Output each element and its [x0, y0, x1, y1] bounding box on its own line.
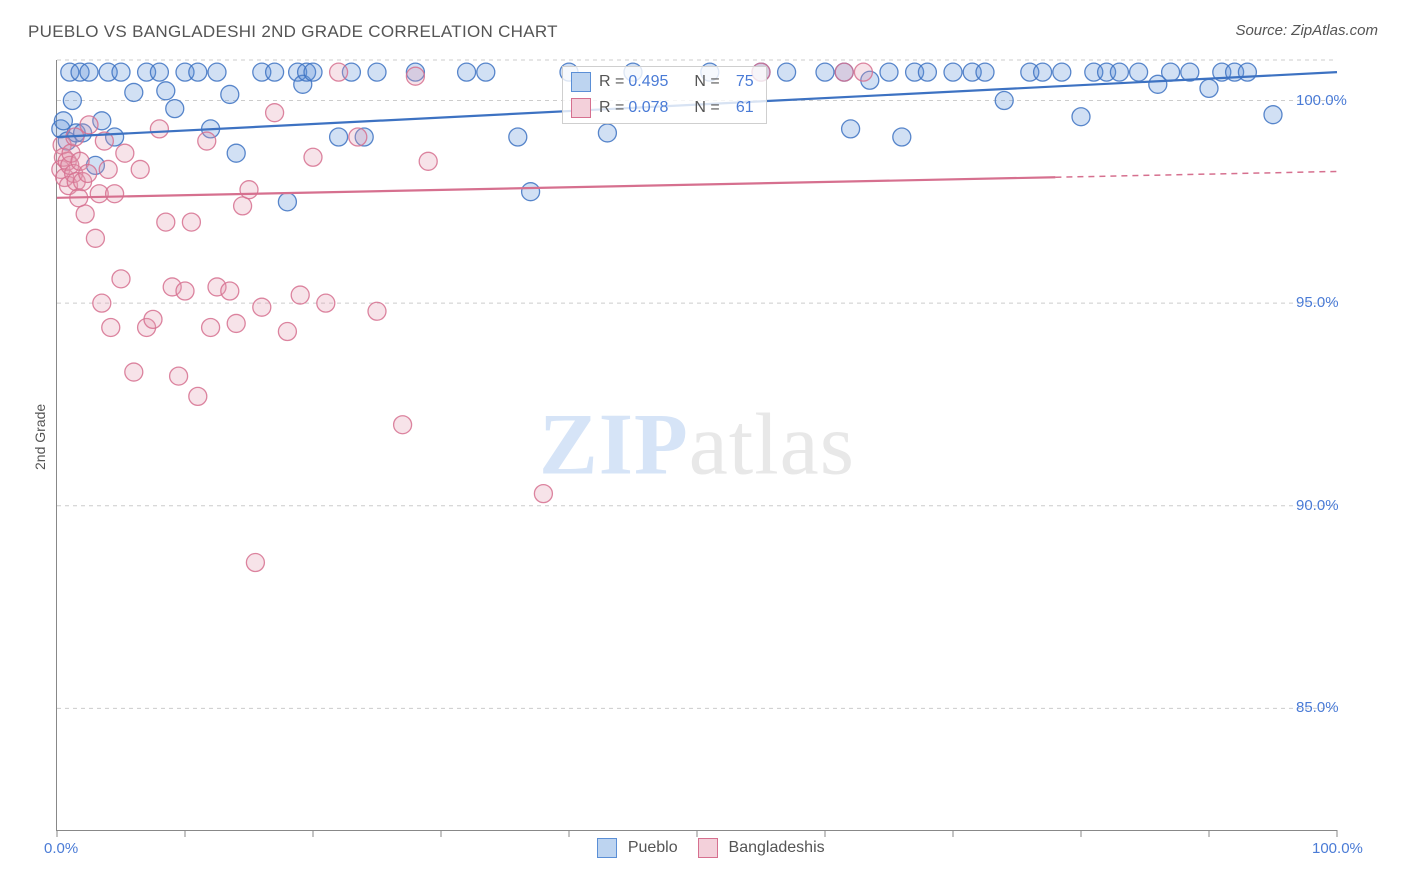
- y-tick-label: 95.0%: [1296, 294, 1339, 311]
- n-value-pueblo: 75: [724, 73, 754, 91]
- legend-label-pueblo: Pueblo: [628, 839, 678, 856]
- stats-row-pueblo: R = 0.495 N = 75: [567, 69, 762, 95]
- chart-plot-area: ZIPatlas: [56, 60, 1337, 831]
- swatch-bangladeshis-icon: [571, 98, 591, 118]
- n-label: N =: [694, 73, 719, 91]
- legend-label-bangladeshis: Bangladeshis: [729, 839, 825, 856]
- n-label: N =: [694, 99, 719, 117]
- n-value-bangladeshis: 61: [724, 99, 754, 117]
- swatch-pueblo-icon: [571, 72, 591, 92]
- r-label: R =: [599, 99, 624, 117]
- chart-title: PUEBLO VS BANGLADESHI 2ND GRADE CORRELAT…: [28, 22, 558, 42]
- y-tick-label: 90.0%: [1296, 497, 1339, 514]
- stats-row-bangladeshis: R = 0.078 N = 61: [567, 95, 762, 121]
- r-value-pueblo: 0.495: [628, 73, 678, 91]
- r-value-bangladeshis: 0.078: [628, 99, 678, 117]
- legend-swatch-pueblo-icon: [597, 838, 617, 858]
- source-label: Source: ZipAtlas.com: [1235, 22, 1378, 39]
- legend-swatch-bangladeshis-icon: [698, 838, 718, 858]
- y-axis-label: 2nd Grade: [32, 404, 48, 470]
- bottom-legend: Pueblo Bangladeshis: [0, 838, 1406, 858]
- chart-svg: [57, 60, 1337, 830]
- r-label: R =: [599, 73, 624, 91]
- correlation-stats-box: R = 0.495 N = 75 R = 0.078 N = 61: [562, 66, 767, 124]
- x-tick-min: 0.0%: [44, 840, 78, 857]
- y-tick-label: 85.0%: [1296, 699, 1339, 716]
- y-tick-label: 100.0%: [1296, 92, 1347, 109]
- x-tick-max: 100.0%: [1312, 840, 1363, 857]
